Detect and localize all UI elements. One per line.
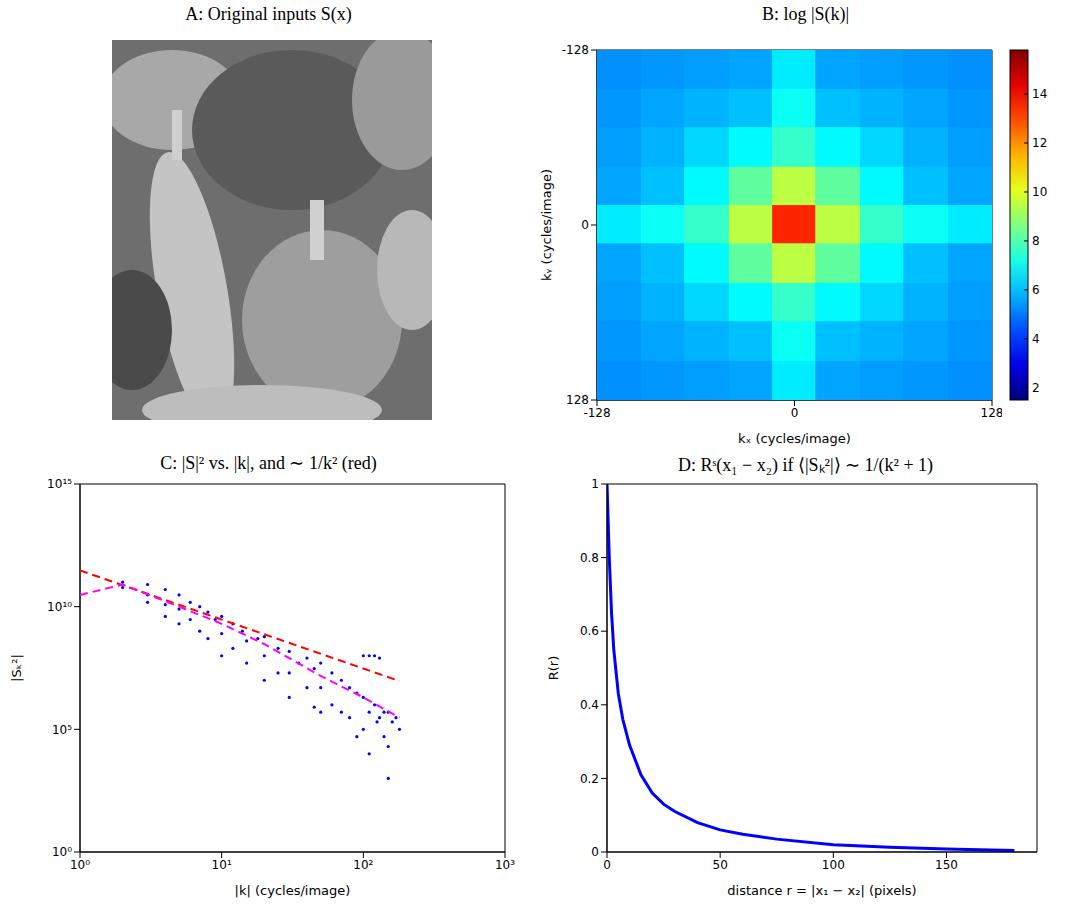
svg-text:10⁰: 10⁰ [70, 858, 90, 872]
svg-text:10³: 10³ [495, 858, 515, 872]
svg-text:R(r): R(r) [546, 656, 561, 681]
svg-text:0.2: 0.2 [580, 772, 599, 786]
html-text:C: |S|² vs. |k|, and ∼ 1/k² (r: C: |S|² vs. |k|, and ∼ 1/k² (red) [160, 453, 377, 473]
svg-text:0: 0 [581, 218, 589, 232]
svg-text:10: 10 [1032, 185, 1047, 199]
svg-text:0.8: 0.8 [580, 551, 599, 565]
svg-text:0.4: 0.4 [580, 698, 599, 712]
svg-text:10¹⁵: 10¹⁵ [47, 477, 72, 491]
svg-text:-128: -128 [562, 43, 589, 57]
svg-text:14: 14 [1032, 87, 1047, 101]
svg-text:-128: -128 [583, 406, 610, 420]
svg-text:1: 1 [591, 477, 599, 491]
svg-text:10⁵: 10⁵ [52, 723, 72, 737]
svg-text:0: 0 [791, 406, 799, 420]
svg-text:2: 2 [1032, 381, 1040, 395]
svg-text:0: 0 [591, 845, 599, 859]
svg-text:kₓ (cycles/image): kₓ (cycles/image) [738, 431, 851, 446]
svg-text:8: 8 [1032, 234, 1040, 248]
html-text:D: Rˢ(x₁ − x₂) if ⟨|Sₖ²|⟩ ∼ 1/: D: Rˢ(x₁ − x₂) if ⟨|Sₖ²|⟩ ∼ 1/(k² + 1) [677, 455, 934, 475]
svg-text:distance r = |x₁ − x₂| (pixels: distance r = |x₁ − x₂| (pixels) [727, 883, 916, 898]
svg-text:0: 0 [603, 858, 611, 872]
svg-text:150: 150 [935, 858, 958, 872]
svg-text:10¹⁰: 10¹⁰ [47, 600, 72, 614]
svg-text:6: 6 [1032, 283, 1040, 297]
svg-text:10⁰: 10⁰ [52, 845, 72, 859]
svg-text:50: 50 [713, 858, 728, 872]
svg-text:10²: 10² [353, 858, 373, 872]
svg-text:100: 100 [822, 858, 845, 872]
html-text:B: log |S(k)|: B: log |S(k)| [761, 4, 850, 24]
svg-text:0.6: 0.6 [580, 624, 599, 638]
svg-text:4: 4 [1032, 332, 1040, 346]
svg-text:128: 128 [981, 406, 1002, 420]
html-text:A: Original inputs S(x): A: Original inputs S(x) [185, 4, 352, 24]
svg-text:|Sₖ²|: |Sₖ²| [9, 654, 24, 682]
svg-text:10¹: 10¹ [212, 858, 232, 872]
svg-text:128: 128 [566, 393, 589, 407]
svg-text:|k| (cycles/image): |k| (cycles/image) [235, 883, 351, 898]
svg-text:kᵧ (cycles/image): kᵧ (cycles/image) [539, 169, 554, 281]
svg-text:12: 12 [1032, 136, 1047, 150]
